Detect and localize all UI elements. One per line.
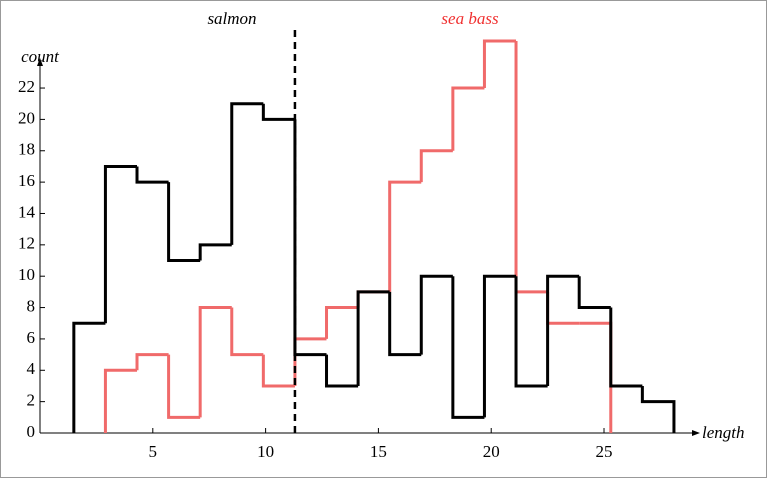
x-tick-label: 15 xyxy=(370,442,387,461)
histogram-step xyxy=(72,321,106,433)
histogram-step xyxy=(388,180,422,292)
histogram-step xyxy=(135,166,169,184)
histogram-step xyxy=(167,354,201,419)
histogram-step xyxy=(640,385,676,433)
histogram-step xyxy=(325,306,359,339)
histogram-step xyxy=(230,307,264,357)
y-tick-label: 0 xyxy=(27,422,36,441)
histogram-step xyxy=(198,243,232,261)
histogram-step xyxy=(419,274,453,355)
histogram-step xyxy=(419,149,453,183)
y-tick-label: 14 xyxy=(18,202,36,221)
histogram-step xyxy=(577,276,611,310)
histogram-step xyxy=(103,368,138,433)
salmon-label: salmon xyxy=(207,9,256,28)
histogram-step xyxy=(135,353,169,371)
y-tick-label: 18 xyxy=(18,140,35,159)
y-tick-label: 10 xyxy=(18,265,35,284)
histogram-step xyxy=(514,276,548,388)
histogram-step xyxy=(356,290,390,386)
y-tick-label: 8 xyxy=(27,296,36,315)
y-tick-label: 4 xyxy=(27,359,36,378)
x-axis-arrow xyxy=(692,430,700,436)
y-tick-label: 16 xyxy=(18,171,35,190)
histogram-step xyxy=(167,182,201,263)
sea-bass-label: sea bass xyxy=(441,9,499,28)
histogram-step xyxy=(451,86,485,151)
histogram-step xyxy=(388,291,422,357)
histogram-step xyxy=(103,164,138,324)
x-tick-label: 25 xyxy=(596,442,613,461)
histogram-step xyxy=(261,103,295,121)
histogram-step xyxy=(482,274,517,418)
y-tick-label: 22 xyxy=(18,77,35,96)
histogram-step xyxy=(609,307,643,388)
histogram-step xyxy=(261,354,295,388)
y-axis-label: count xyxy=(21,47,60,66)
x-tick-label: 5 xyxy=(149,442,158,461)
x-tick-label: 10 xyxy=(257,442,274,461)
x-tick-label: 20 xyxy=(483,442,500,461)
histogram-step xyxy=(198,306,232,418)
histogram-step xyxy=(230,102,264,245)
histogram-step xyxy=(325,354,359,388)
y-tick-label: 6 xyxy=(27,328,36,347)
histogram-step xyxy=(451,276,485,419)
y-axis-arrow xyxy=(37,58,43,66)
y-tick-label: 12 xyxy=(18,234,35,253)
y-tick-label: 2 xyxy=(27,391,36,410)
x-axis-label: length xyxy=(702,423,745,442)
histogram-step xyxy=(546,274,580,386)
y-tick-label: 20 xyxy=(18,108,35,127)
histogram-step xyxy=(482,39,517,89)
